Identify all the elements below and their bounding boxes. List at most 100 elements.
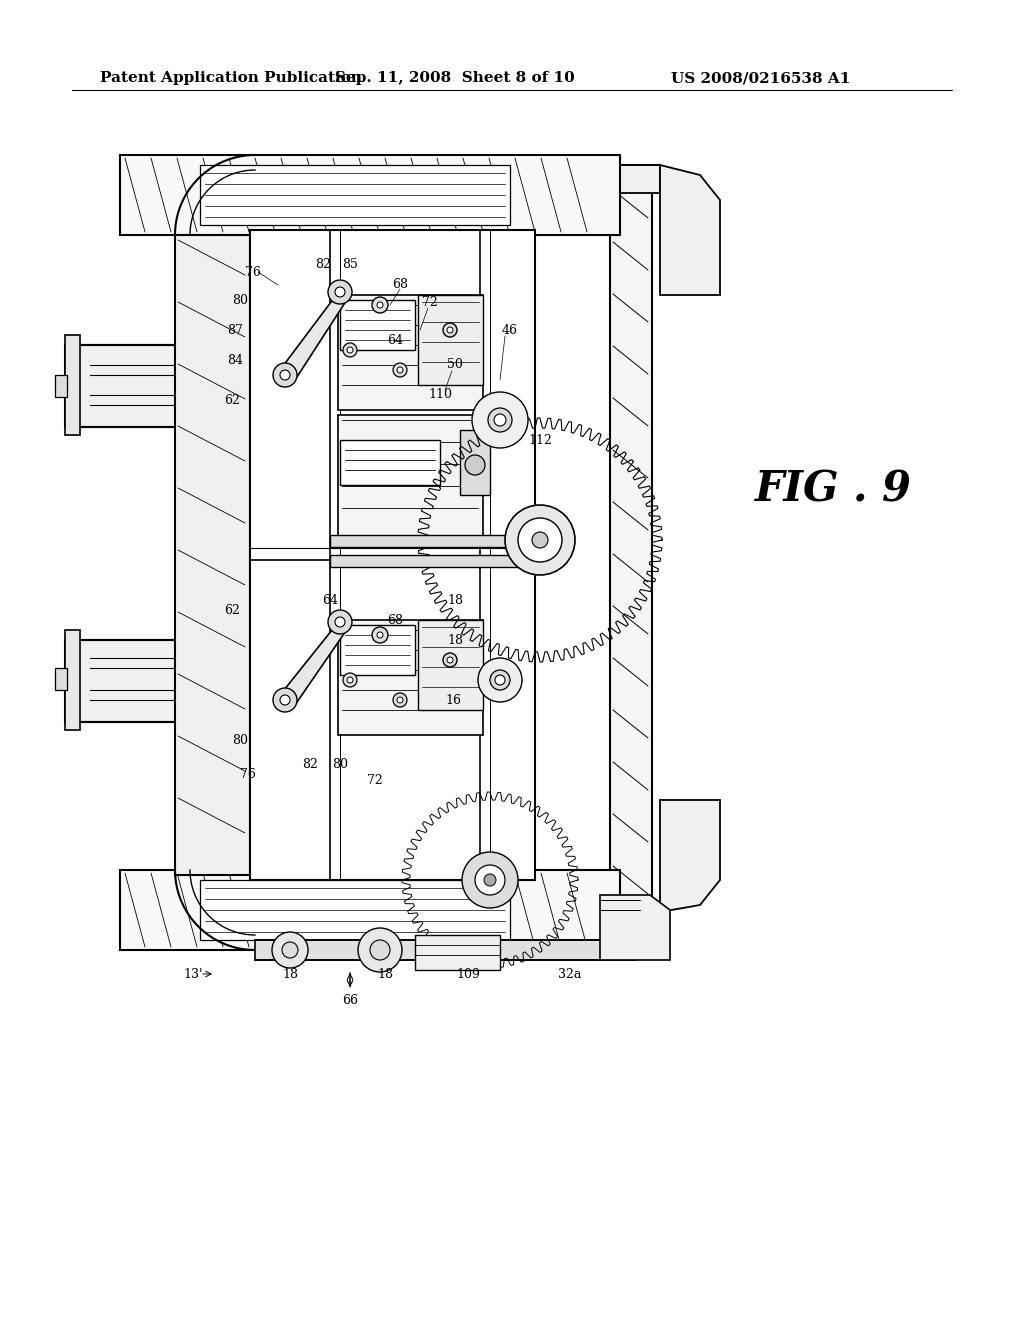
Circle shape — [273, 363, 297, 387]
Circle shape — [280, 370, 290, 380]
Polygon shape — [402, 792, 578, 968]
Bar — [338, 294, 483, 411]
Circle shape — [347, 347, 353, 352]
Text: 80: 80 — [332, 759, 348, 771]
Bar — [55, 375, 67, 397]
Circle shape — [475, 865, 505, 895]
Circle shape — [343, 343, 357, 356]
Text: Sep. 11, 2008  Sheet 8 of 10: Sep. 11, 2008 Sheet 8 of 10 — [335, 71, 574, 84]
Circle shape — [447, 657, 453, 663]
Text: 110: 110 — [428, 388, 452, 401]
Bar — [415, 935, 500, 970]
Bar — [418, 620, 483, 710]
Polygon shape — [418, 418, 662, 663]
Bar — [200, 165, 510, 224]
Circle shape — [372, 627, 388, 643]
Circle shape — [532, 532, 548, 548]
Bar — [250, 230, 535, 880]
Circle shape — [490, 671, 510, 690]
Text: 109: 109 — [456, 969, 480, 982]
Circle shape — [397, 367, 403, 374]
Text: 13': 13' — [183, 969, 203, 982]
Bar — [330, 554, 530, 568]
Circle shape — [282, 942, 298, 958]
Text: 72: 72 — [368, 774, 383, 787]
Bar — [610, 180, 652, 940]
Polygon shape — [660, 165, 720, 294]
Text: US 2008/0216538 A1: US 2008/0216538 A1 — [671, 71, 850, 84]
Text: 66: 66 — [342, 994, 358, 1006]
Circle shape — [280, 696, 290, 705]
Circle shape — [372, 297, 388, 313]
Circle shape — [465, 455, 485, 475]
Bar — [65, 630, 80, 730]
Circle shape — [335, 616, 345, 627]
Circle shape — [518, 517, 562, 562]
Text: 18: 18 — [447, 594, 463, 606]
Text: 84: 84 — [227, 354, 243, 367]
Text: 62: 62 — [224, 603, 240, 616]
Bar — [175, 235, 250, 875]
Circle shape — [358, 928, 402, 972]
Circle shape — [377, 632, 383, 638]
Text: 112: 112 — [528, 433, 552, 446]
Bar — [55, 668, 67, 690]
Text: 18: 18 — [282, 969, 298, 982]
Text: 80: 80 — [232, 293, 248, 306]
Text: 46: 46 — [502, 323, 518, 337]
Polygon shape — [280, 620, 350, 705]
Circle shape — [272, 932, 308, 968]
Text: 76: 76 — [245, 265, 261, 279]
Circle shape — [443, 323, 457, 337]
Text: 82: 82 — [315, 259, 331, 272]
Text: 18: 18 — [377, 969, 393, 982]
Text: Patent Application Publication: Patent Application Publication — [100, 71, 362, 84]
Text: 16: 16 — [445, 693, 461, 706]
Bar — [418, 294, 483, 385]
Circle shape — [343, 673, 357, 686]
Circle shape — [393, 363, 407, 378]
Bar — [330, 535, 530, 546]
Text: 72: 72 — [422, 296, 438, 309]
Text: 87: 87 — [227, 323, 243, 337]
Polygon shape — [280, 290, 350, 380]
Bar — [560, 912, 660, 940]
Bar — [338, 414, 483, 545]
Bar — [338, 620, 483, 735]
Bar — [340, 440, 440, 484]
Text: 62: 62 — [224, 393, 240, 407]
Circle shape — [377, 302, 383, 308]
Bar — [65, 640, 210, 722]
Circle shape — [495, 675, 505, 685]
Bar — [65, 335, 80, 436]
Circle shape — [472, 392, 528, 447]
Circle shape — [397, 697, 403, 704]
Text: 68: 68 — [387, 614, 403, 627]
Circle shape — [335, 286, 345, 297]
Text: FIG . 9: FIG . 9 — [755, 469, 912, 511]
Circle shape — [505, 506, 575, 576]
Text: 76: 76 — [240, 768, 256, 781]
Circle shape — [347, 677, 353, 682]
Bar — [340, 624, 415, 675]
Circle shape — [478, 657, 522, 702]
Text: 50: 50 — [447, 359, 463, 371]
Circle shape — [370, 940, 390, 960]
Text: 64: 64 — [322, 594, 338, 606]
Circle shape — [462, 851, 518, 908]
Bar — [120, 154, 620, 235]
Text: 32a: 32a — [558, 969, 582, 982]
Text: 82: 82 — [302, 759, 317, 771]
Text: 68: 68 — [392, 279, 408, 292]
Text: 85: 85 — [342, 259, 358, 272]
Circle shape — [447, 327, 453, 333]
Bar — [200, 880, 510, 940]
Circle shape — [488, 408, 512, 432]
Bar — [65, 345, 210, 426]
Circle shape — [443, 653, 457, 667]
Text: 80: 80 — [232, 734, 248, 747]
Bar — [460, 430, 490, 495]
Circle shape — [393, 693, 407, 708]
Text: 64: 64 — [387, 334, 403, 346]
Bar — [560, 165, 660, 193]
